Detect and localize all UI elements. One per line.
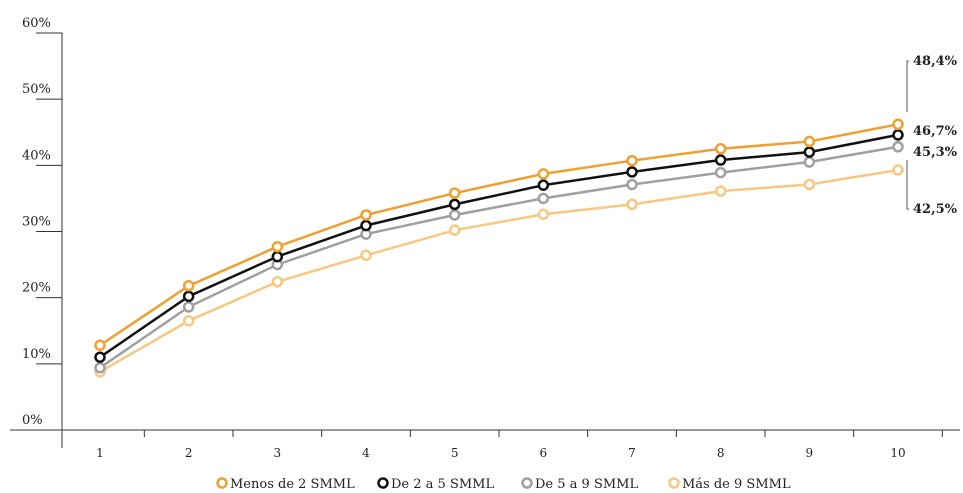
- data-point: [892, 164, 904, 176]
- data-point: [537, 192, 550, 205]
- data-point: [94, 362, 106, 374]
- y-tick-label: 30%: [22, 215, 51, 230]
- legend-label: De 5 a 9 SMML: [535, 477, 638, 492]
- end-value-label: 45,3%: [913, 145, 958, 160]
- legend-label: Menos de 2 SMML: [230, 477, 355, 492]
- data-point: [803, 146, 816, 158]
- data-point: [360, 209, 372, 221]
- y-tick-label: 40%: [22, 148, 51, 163]
- y-tick-label: 20%: [22, 281, 51, 296]
- legend-item: Más de 9 SMML: [668, 477, 791, 492]
- x-tick-label: 4: [362, 446, 370, 460]
- axes: [10, 33, 960, 448]
- data-point: [803, 135, 816, 148]
- y-tick-label: 10%: [22, 347, 51, 362]
- series-layer: [94, 118, 904, 378]
- legend-item: De 2 a 5 SMML: [377, 477, 494, 492]
- data-point: [537, 179, 550, 191]
- data-point: [271, 250, 284, 263]
- data-point: [94, 339, 106, 352]
- data-point: [714, 166, 727, 179]
- end-value-label: 48,4%: [913, 54, 958, 69]
- data-point: [892, 141, 904, 153]
- legend: Menos de 2 SMML De 2 a 5 SMML De 5 a 9 SMM…: [216, 477, 791, 492]
- data-point: [448, 187, 461, 199]
- end-value-label: 46,7%: [913, 124, 958, 139]
- legend-label: De 2 a 5 SMML: [391, 477, 494, 492]
- data-point: [714, 143, 727, 155]
- data-point: [892, 118, 904, 131]
- series-m-s-de-9-smml: [94, 164, 904, 378]
- legend-label: Más de 9 SMML: [682, 477, 791, 492]
- legend-item: De 5 a 9 SMML: [521, 477, 638, 492]
- data-point: [448, 224, 461, 236]
- legend-marker: [216, 477, 228, 489]
- legend-marker: [668, 477, 680, 489]
- x-tick-label: 3: [274, 446, 282, 460]
- series-line: [99, 145, 899, 369]
- data-point: [537, 208, 550, 221]
- data-point: [714, 154, 727, 166]
- end-value-label: 42,5%: [913, 202, 958, 217]
- x-tick-label: 7: [628, 446, 636, 460]
- x-tick-label: 8: [717, 446, 725, 460]
- data-point: [803, 178, 816, 191]
- data-point: [360, 249, 372, 262]
- data-point: [94, 351, 106, 363]
- y-tick-label: 0%: [22, 413, 43, 428]
- legend-marker: [521, 477, 533, 489]
- series-de-2-a-5-smml: [94, 129, 904, 363]
- data-point: [360, 219, 372, 232]
- data-point: [448, 209, 461, 221]
- series-line: [99, 123, 899, 347]
- data-point: [626, 178, 638, 191]
- data-point: [803, 156, 816, 168]
- data-point: [182, 301, 195, 313]
- x-tick-label: 10: [890, 446, 905, 460]
- y-tick-label: 60%: [22, 16, 51, 31]
- x-tick-label: 2: [185, 446, 193, 460]
- data-point: [626, 198, 638, 211]
- data-point: [892, 129, 904, 141]
- data-point: [182, 290, 195, 303]
- series-de-5-a-9-smml: [94, 141, 904, 374]
- series-line: [99, 168, 899, 373]
- data-point: [182, 315, 195, 327]
- data-point: [182, 280, 195, 292]
- x-tick-label: 9: [806, 446, 814, 460]
- data-point: [714, 185, 727, 197]
- legend-marker: [377, 477, 389, 489]
- series-menos-de-2-smml: [94, 118, 904, 352]
- leader-line: [906, 60, 909, 112]
- data-point: [626, 154, 638, 167]
- leader-line: [906, 160, 909, 210]
- legend-item: Menos de 2 SMML: [216, 477, 355, 492]
- x-axis-ticks: 1 2 3 4 5 6 7 8 9 10: [96, 430, 943, 460]
- data-point: [448, 198, 461, 211]
- y-axis-ticks: 0% 10% 20% 30% 40% 50% 60%: [22, 16, 62, 431]
- x-tick-label: 1: [96, 446, 104, 460]
- data-point: [537, 168, 550, 180]
- y-tick-label: 50%: [22, 82, 51, 97]
- x-tick-label: 5: [451, 446, 459, 460]
- data-point: [271, 276, 284, 288]
- end-labels: 48,4% 46,7% 45,3% 42,5%: [906, 54, 958, 217]
- data-point: [626, 166, 638, 178]
- data-point: [271, 240, 284, 253]
- x-tick-label: 6: [540, 446, 548, 460]
- series-line: [99, 133, 899, 359]
